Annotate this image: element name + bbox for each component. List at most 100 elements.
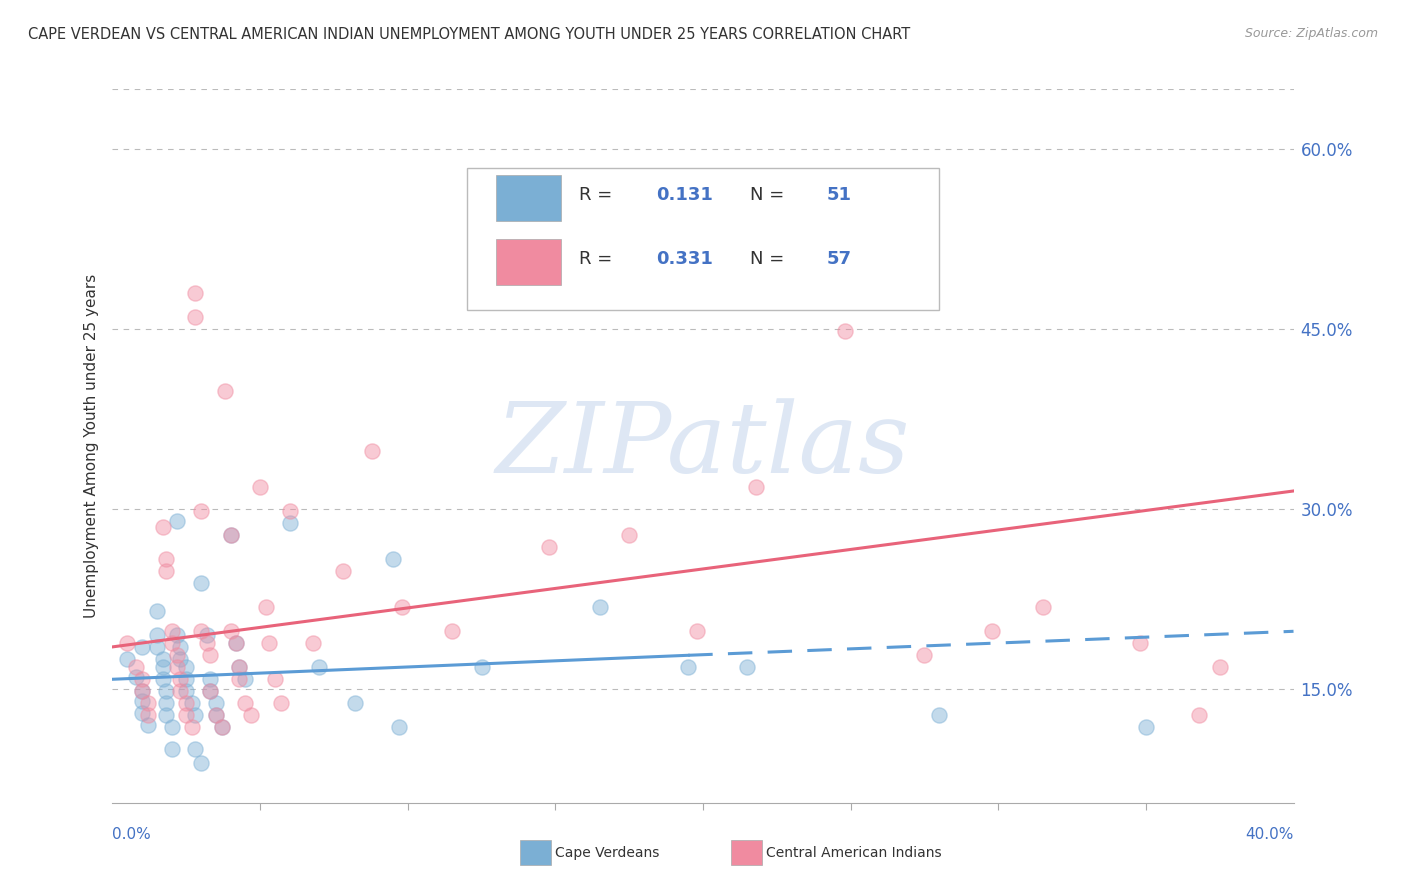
Point [198,684,221,698]
Point [169,640,191,654]
Point [131,673,153,687]
Text: 40.0%: 40.0% [1246,827,1294,841]
FancyBboxPatch shape [496,239,561,285]
Point [169,652,191,666]
Point [166,514,188,528]
Point [1208,660,1232,674]
Point [117,652,138,666]
Point [174,708,197,723]
Point [391,600,413,615]
Text: 0.0%: 0.0% [112,827,152,841]
Text: R =: R = [579,250,619,268]
Point [152,660,174,674]
Point [146,628,169,642]
Point [737,660,759,674]
Point [190,624,212,639]
Point [184,310,207,324]
Point [166,628,188,642]
Point [136,708,159,723]
Point [249,480,271,494]
Point [125,660,148,674]
Point [302,636,325,650]
Point [152,673,174,687]
Point [155,565,177,579]
Point [181,720,204,734]
Point [678,660,700,674]
Point [225,636,247,650]
Point [174,660,197,674]
Point [211,720,233,734]
Point [205,708,228,723]
Point [225,636,247,650]
Point [131,684,153,698]
Point [146,640,169,654]
Point [343,696,366,710]
Y-axis label: Unemployment Among Youth under 25 years: Unemployment Among Youth under 25 years [83,274,98,618]
Text: Source: ZipAtlas.com: Source: ZipAtlas.com [1244,27,1378,40]
Point [388,720,411,734]
Point [190,756,212,771]
Point [219,528,242,542]
Text: N =: N = [751,186,790,203]
Point [136,718,159,732]
Point [219,624,242,639]
Point [441,624,464,639]
Point [174,684,197,698]
Point [205,696,228,710]
Point [184,741,207,756]
Text: 51: 51 [827,186,852,203]
Point [190,576,212,591]
Point [184,286,207,301]
Point [240,708,263,723]
Point [361,444,384,458]
Point [190,504,212,518]
Point [928,708,950,723]
Text: Central American Indians: Central American Indians [766,846,942,860]
Point [160,636,183,650]
Point [228,673,250,687]
Text: ZIPatlas: ZIPatlas [496,399,910,493]
Text: Cape Verdeans: Cape Verdeans [555,846,659,860]
Point [588,600,610,615]
Point [233,673,256,687]
Point [214,384,236,399]
Text: 57: 57 [827,250,852,268]
Point [278,516,301,531]
FancyBboxPatch shape [467,168,939,310]
Point [1032,600,1054,615]
Point [155,708,177,723]
Point [228,660,250,674]
Point [131,706,153,720]
Point [278,504,301,518]
Point [834,325,856,339]
Point [160,624,183,639]
Point [270,696,292,710]
Point [219,528,242,542]
FancyBboxPatch shape [496,175,561,221]
Point [233,696,256,710]
Point [308,660,330,674]
Point [254,600,277,615]
Point [131,684,153,698]
Point [166,660,188,674]
Point [125,670,148,684]
Point [205,708,228,723]
Point [228,660,250,674]
Point [155,684,177,698]
Text: R =: R = [579,186,619,203]
Point [619,528,641,542]
Point [184,708,207,723]
Point [117,636,138,650]
Point [686,624,709,639]
Point [981,624,1004,639]
Point [745,480,768,494]
Point [1188,708,1211,723]
Point [264,673,287,687]
Point [181,696,204,710]
Point [195,636,218,650]
Point [131,640,153,654]
Text: 0.331: 0.331 [655,250,713,268]
Point [169,684,191,698]
Point [160,720,183,734]
Point [155,696,177,710]
